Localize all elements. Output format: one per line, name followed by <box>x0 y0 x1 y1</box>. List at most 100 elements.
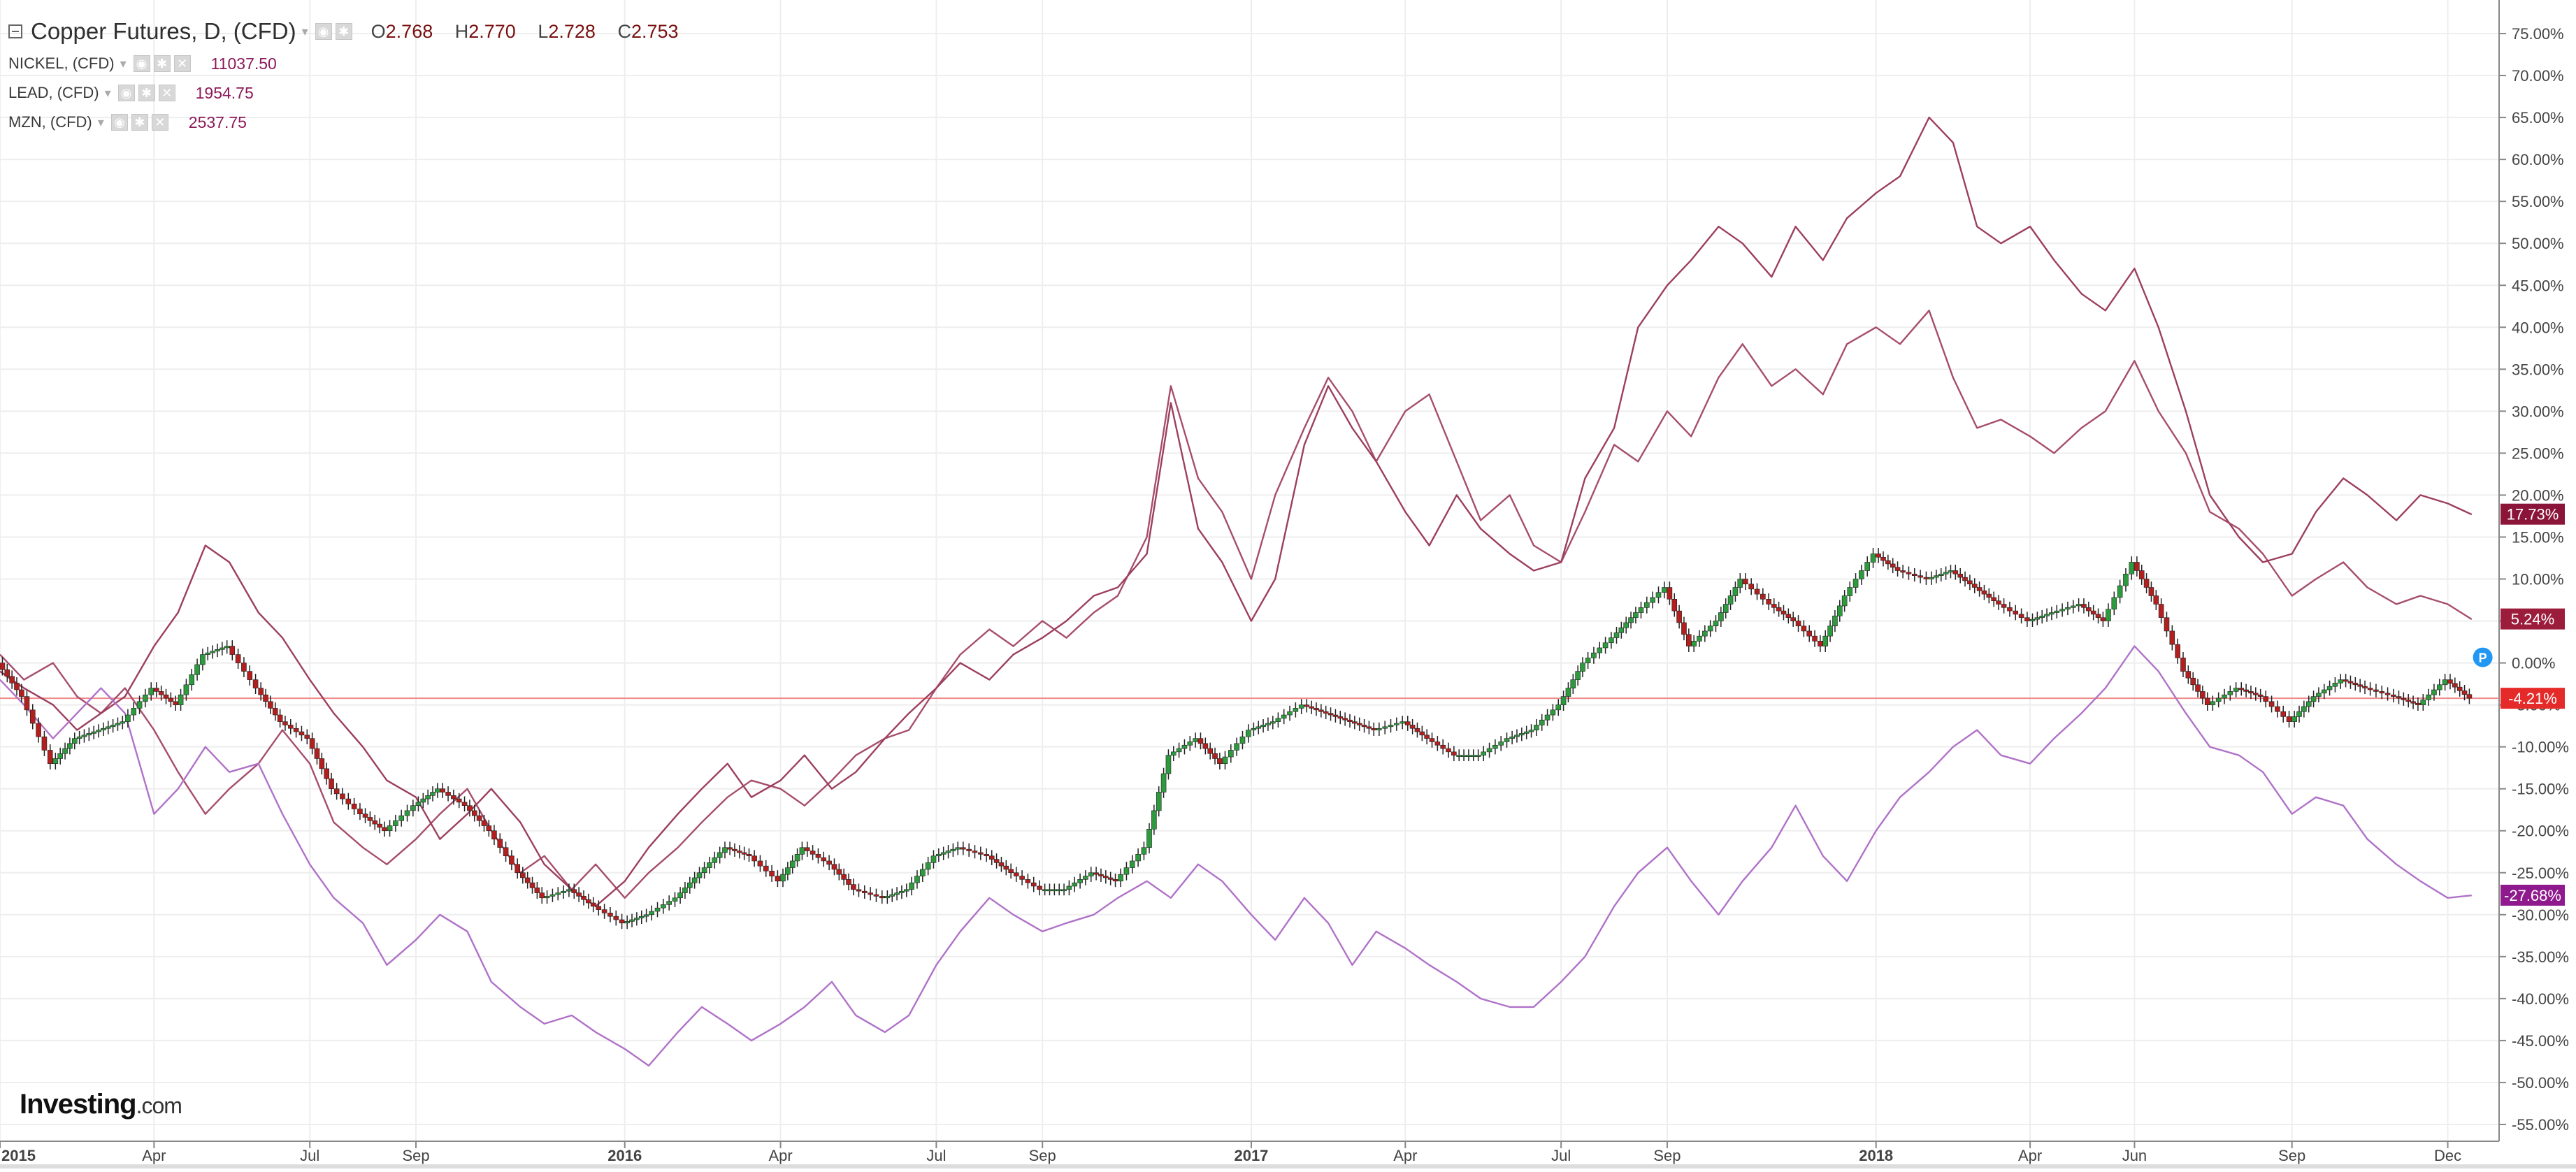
candle-body <box>2347 681 2354 683</box>
x-tick-label: 2017 <box>1234 1147 1268 1164</box>
close-icon[interactable]: ✕ <box>158 85 175 101</box>
badge-label: -27.68% <box>2504 887 2561 904</box>
candle-body <box>2029 618 2036 621</box>
legend-row-lead[interactable]: LEAD, (CFD) ▾ ◉ ✱ ✕ 1954.75 <box>8 78 696 108</box>
y-tick-label: 20.00% <box>2512 486 2564 504</box>
candle-body <box>1565 688 1571 697</box>
visibility-icon[interactable]: ◉ <box>315 23 332 40</box>
gear-icon[interactable]: ✱ <box>335 23 352 40</box>
legend-main-row[interactable]: Copper Futures, D, (CFD) ▾ ◉ ✱ O2.768 H2… <box>8 14 696 49</box>
candle-body <box>2123 574 2129 586</box>
lead-label[interactable]: LEAD, (CFD) <box>8 84 99 101</box>
candle-body <box>2248 691 2254 694</box>
candle-body <box>2018 614 2024 618</box>
gear-icon[interactable]: ✱ <box>153 55 171 72</box>
candle-body <box>879 896 885 899</box>
candle-body <box>1118 874 1123 882</box>
last-value-badge: 5.24% <box>2501 608 2565 630</box>
candle-body <box>1790 617 1796 621</box>
candle-body <box>404 810 410 816</box>
candle-body <box>1314 708 1319 711</box>
candle-body <box>377 823 382 828</box>
candle-body <box>1170 751 1177 755</box>
candle-body <box>903 889 909 892</box>
candle-body <box>1555 704 1562 711</box>
gear-icon[interactable]: ✱ <box>138 85 155 101</box>
gear-icon[interactable]: ✱ <box>131 114 148 131</box>
candle-body <box>120 721 126 724</box>
visibility-icon[interactable]: ◉ <box>110 114 128 131</box>
candle-body <box>1003 865 1009 870</box>
y-tick-label: 65.00% <box>2512 109 2564 126</box>
candle-body <box>1470 755 1476 757</box>
close-icon[interactable]: ✕ <box>151 114 168 131</box>
candle-body <box>1434 741 1441 746</box>
candle-body <box>1650 597 1655 603</box>
x-tick-label: Dec <box>2434 1147 2461 1164</box>
candle-body <box>1644 602 1650 608</box>
chevron-down-icon[interactable]: ▾ <box>97 115 104 129</box>
candle-body <box>293 728 299 732</box>
candle-body <box>2215 697 2222 702</box>
legend-row-mzn[interactable]: MZN, (CFD) ▾ ◉ ✱ ✕ 2537.75 <box>8 108 696 137</box>
y-tick-label: 10.00% <box>2512 571 2564 588</box>
candle-body <box>224 646 230 649</box>
candle-body <box>9 676 15 683</box>
visibility-icon[interactable]: ◉ <box>133 55 150 72</box>
candle-body <box>2321 689 2327 694</box>
chevron-down-icon[interactable]: ▾ <box>104 85 111 100</box>
candle-body <box>1628 617 1634 623</box>
candle-body <box>430 792 436 796</box>
candle-body <box>2164 617 2170 632</box>
candle-body <box>576 892 582 897</box>
candle-body <box>1151 810 1157 830</box>
legend-row-nickel[interactable]: NICKEL, (CFD) ▾ ◉ ✱ ✕ 11037.50 <box>8 49 696 78</box>
x-tick-label: Jul <box>1551 1147 1571 1164</box>
candle-body <box>1037 885 1042 890</box>
candle-body <box>1580 663 1585 672</box>
close-icon[interactable]: ✕ <box>173 55 191 72</box>
candle-body <box>737 851 742 853</box>
candle-body <box>2275 706 2280 712</box>
candle-body <box>497 839 503 848</box>
y-tick-label: 45.00% <box>2512 277 2564 294</box>
candle-body <box>940 852 947 855</box>
candle-body <box>2263 696 2269 702</box>
candle-body <box>258 688 264 695</box>
chevron-down-icon[interactable]: ▾ <box>301 24 308 38</box>
candle-body <box>96 730 101 732</box>
candle-body <box>277 714 283 722</box>
high-label: H <box>454 20 469 42</box>
candle-body <box>1260 725 1266 728</box>
candle-body <box>1141 847 1147 855</box>
candle-body <box>189 674 195 686</box>
candle-body <box>173 701 179 705</box>
candle-body <box>158 691 164 695</box>
y-tick-label: -40.00% <box>2512 990 2569 1008</box>
visibility-icon[interactable]: ◉ <box>117 85 135 101</box>
candle-body <box>1785 614 1792 618</box>
candle-body <box>1361 725 1367 728</box>
chevron-down-icon[interactable]: ▾ <box>120 56 127 71</box>
nickel-label[interactable]: NICKEL, (CFD) <box>8 55 115 72</box>
main-series-label[interactable]: Copper Futures, D, (CFD) <box>31 18 296 44</box>
candle-body <box>1623 622 1629 628</box>
candle-body <box>131 708 137 716</box>
candle-body <box>1722 604 1729 613</box>
candle-body <box>2129 562 2135 574</box>
candle-body <box>1456 755 1462 757</box>
candle-body <box>2210 701 2216 705</box>
candle-body <box>988 855 995 860</box>
candle-body <box>1323 711 1329 714</box>
candle-body <box>2332 683 2338 687</box>
mzn-label[interactable]: MZN, (CFD) <box>8 113 92 131</box>
candle-body <box>2436 684 2442 690</box>
collapse-icon[interactable] <box>8 24 22 38</box>
candle-body <box>763 865 769 871</box>
candle-body <box>2190 677 2196 686</box>
candle-body <box>1570 679 1576 688</box>
last-value-badge: 17.73% <box>2501 503 2565 525</box>
candle-body <box>333 788 340 795</box>
